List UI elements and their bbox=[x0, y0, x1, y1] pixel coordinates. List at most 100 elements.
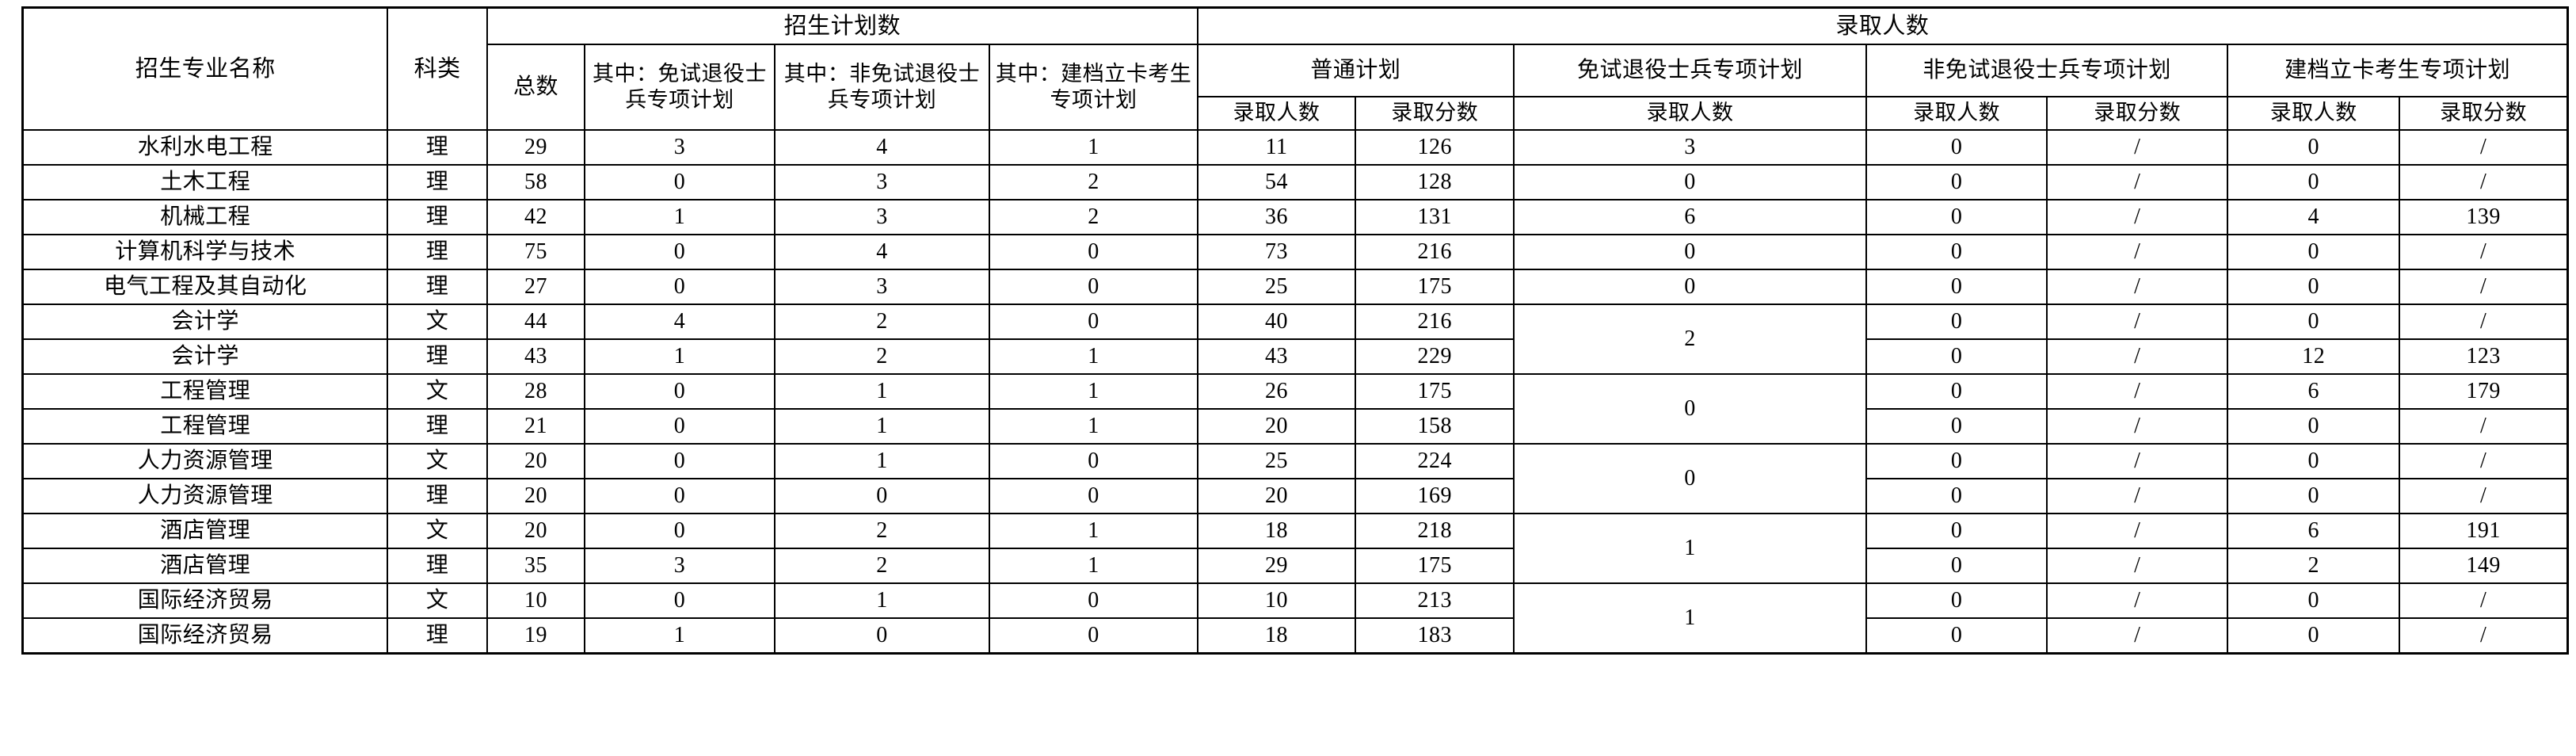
cell-poverty_score: / bbox=[2399, 304, 2569, 340]
cell-plan_nonexempt: 2 bbox=[773, 513, 991, 549]
col-header-nonexempt-admit-count: 录取人数 bbox=[1865, 96, 2048, 131]
cell-normal_count: 11 bbox=[1196, 129, 1357, 166]
cell-normal_count: 25 bbox=[1196, 443, 1357, 479]
cell-poverty_score: 139 bbox=[2399, 199, 2569, 235]
cell-type: 理 bbox=[387, 129, 488, 166]
cell-normal_score: 175 bbox=[1355, 548, 1515, 584]
cell-plan_poverty: 0 bbox=[989, 478, 1198, 514]
cell-major: 工程管理 bbox=[21, 373, 389, 410]
cell-normal_score: 169 bbox=[1355, 478, 1515, 514]
cell-normal_count: 20 bbox=[1196, 478, 1357, 514]
cell-normal_score: 183 bbox=[1355, 617, 1515, 655]
cell-plan_nonexempt: 1 bbox=[773, 443, 991, 479]
cell-normal_score: 126 bbox=[1355, 129, 1515, 166]
cell-total: 27 bbox=[486, 269, 586, 305]
cell-type: 理 bbox=[387, 617, 488, 655]
cell-plan_exempt: 3 bbox=[584, 129, 775, 166]
cell-normal_score: 218 bbox=[1355, 513, 1515, 549]
cell-normal_score: 175 bbox=[1355, 269, 1515, 305]
cell-type: 文 bbox=[387, 304, 488, 340]
col-header-plan-nonexempt-soldier: 其中：非免试退役士兵专项计划 bbox=[773, 44, 991, 131]
cell-plan_nonexempt: 1 bbox=[773, 582, 991, 619]
cell-type: 文 bbox=[387, 373, 488, 410]
cell-total: 28 bbox=[486, 373, 586, 410]
cell-poverty_score: / bbox=[2399, 269, 2569, 305]
cell-plan_poverty: 0 bbox=[989, 617, 1198, 655]
cell-nonexempt_count: 0 bbox=[1865, 129, 2048, 166]
cell-nonexempt_count: 0 bbox=[1865, 617, 2048, 655]
cell-total: 20 bbox=[486, 443, 586, 479]
cell-nonexempt_score: / bbox=[2046, 513, 2229, 549]
cell-type: 文 bbox=[387, 582, 488, 619]
cell-poverty_count: 0 bbox=[2227, 269, 2401, 305]
group-header-admit-count: 录取人数 bbox=[1196, 6, 2569, 45]
table-row: 工程管理理 21 0 1 1 20 158 0/0/ bbox=[21, 408, 2569, 445]
cell-plan_exempt: 1 bbox=[584, 338, 775, 375]
cell-total: 20 bbox=[486, 478, 586, 514]
col-header-plan-total: 总数 bbox=[486, 44, 586, 131]
cell-plan_exempt: 0 bbox=[584, 513, 775, 549]
table-row: 会计学文 44 4 2 0 40 216 2 0/0/ bbox=[21, 304, 2569, 375]
cell-poverty_score: 123 bbox=[2399, 338, 2569, 375]
cell-type: 理 bbox=[387, 408, 488, 445]
cell-normal_count: 29 bbox=[1196, 548, 1357, 584]
cell-plan_nonexempt: 1 bbox=[773, 373, 991, 410]
cell-normal_count: 36 bbox=[1196, 199, 1357, 235]
cell-poverty_count: 4 bbox=[2227, 199, 2401, 235]
cell-normal_score: 128 bbox=[1355, 164, 1515, 200]
cell-plan_nonexempt: 3 bbox=[773, 199, 991, 235]
cell-normal_count: 25 bbox=[1196, 269, 1357, 305]
cell-major: 电气工程及其自动化 bbox=[21, 269, 389, 305]
cell-nonexempt_count: 0 bbox=[1865, 582, 2048, 619]
cell-total: 58 bbox=[486, 164, 586, 200]
cell-major: 会计学 bbox=[21, 338, 389, 375]
cell-type: 理 bbox=[387, 234, 488, 270]
col-header-poverty-admit-count: 录取人数 bbox=[2227, 96, 2401, 131]
cell-major: 国际经济贸易 bbox=[21, 582, 389, 619]
table-row: 电气工程及其自动化理 27 0 3 0 25 175 0 0/0/ bbox=[21, 269, 2569, 305]
cell-poverty_count: 6 bbox=[2227, 373, 2401, 410]
table-row: 工程管理文 28 0 1 1 26 175 0 0/6 179 bbox=[21, 373, 2569, 445]
cell-exempt_count: 1 bbox=[1513, 513, 1867, 584]
col-header-admit-normal-plan: 普通计划 bbox=[1196, 44, 1515, 97]
cell-poverty_score: / bbox=[2399, 408, 2569, 445]
cell-total: 10 bbox=[486, 582, 586, 619]
cell-nonexempt_count: 0 bbox=[1865, 164, 2048, 200]
cell-poverty_count: 0 bbox=[2227, 164, 2401, 200]
cell-type: 理 bbox=[387, 164, 488, 200]
cell-poverty_count: 6 bbox=[2227, 513, 2401, 549]
cell-exempt_count: 0 bbox=[1513, 443, 1867, 514]
table-row: 酒店管理文 20 0 2 1 18 218 1 0/6 191 bbox=[21, 513, 2569, 584]
cell-plan_exempt: 1 bbox=[584, 617, 775, 655]
cell-plan_exempt: 0 bbox=[584, 373, 775, 410]
cell-poverty_count: 12 bbox=[2227, 338, 2401, 375]
cell-poverty_count: 0 bbox=[2227, 129, 2401, 166]
col-header-admit-exempt-soldier: 免试退役士兵专项计划 bbox=[1513, 44, 1867, 97]
cell-total: 29 bbox=[486, 129, 586, 166]
cell-type: 理 bbox=[387, 199, 488, 235]
cell-nonexempt_score: / bbox=[2046, 269, 2229, 305]
col-header-normal-admit-score: 录取分数 bbox=[1355, 96, 1515, 131]
cell-poverty_count: 0 bbox=[2227, 408, 2401, 445]
cell-nonexempt_score: / bbox=[2046, 199, 2229, 235]
cell-normal_score: 229 bbox=[1355, 338, 1515, 375]
cell-plan_poverty: 0 bbox=[989, 304, 1198, 340]
cell-normal_score: 224 bbox=[1355, 443, 1515, 479]
cell-normal_count: 18 bbox=[1196, 617, 1357, 655]
col-header-nonexempt-admit-score: 录取分数 bbox=[2046, 96, 2229, 131]
cell-plan_poverty: 2 bbox=[989, 199, 1198, 235]
cell-normal_score: 175 bbox=[1355, 373, 1515, 410]
cell-normal_score: 158 bbox=[1355, 408, 1515, 445]
cell-plan_poverty: 0 bbox=[989, 443, 1198, 479]
cell-plan_nonexempt: 4 bbox=[773, 234, 991, 270]
cell-total: 21 bbox=[486, 408, 586, 445]
cell-poverty_count: 2 bbox=[2227, 548, 2401, 584]
table-row: 人力资源管理文 20 0 1 0 25 224 0 0/0/ bbox=[21, 443, 2569, 514]
cell-total: 19 bbox=[486, 617, 586, 655]
cell-plan_nonexempt: 2 bbox=[773, 304, 991, 340]
cell-plan_exempt: 0 bbox=[584, 478, 775, 514]
cell-normal_score: 216 bbox=[1355, 304, 1515, 340]
cell-normal_count: 43 bbox=[1196, 338, 1357, 375]
cell-plan_poverty: 1 bbox=[989, 373, 1198, 410]
cell-nonexempt_score: / bbox=[2046, 548, 2229, 584]
